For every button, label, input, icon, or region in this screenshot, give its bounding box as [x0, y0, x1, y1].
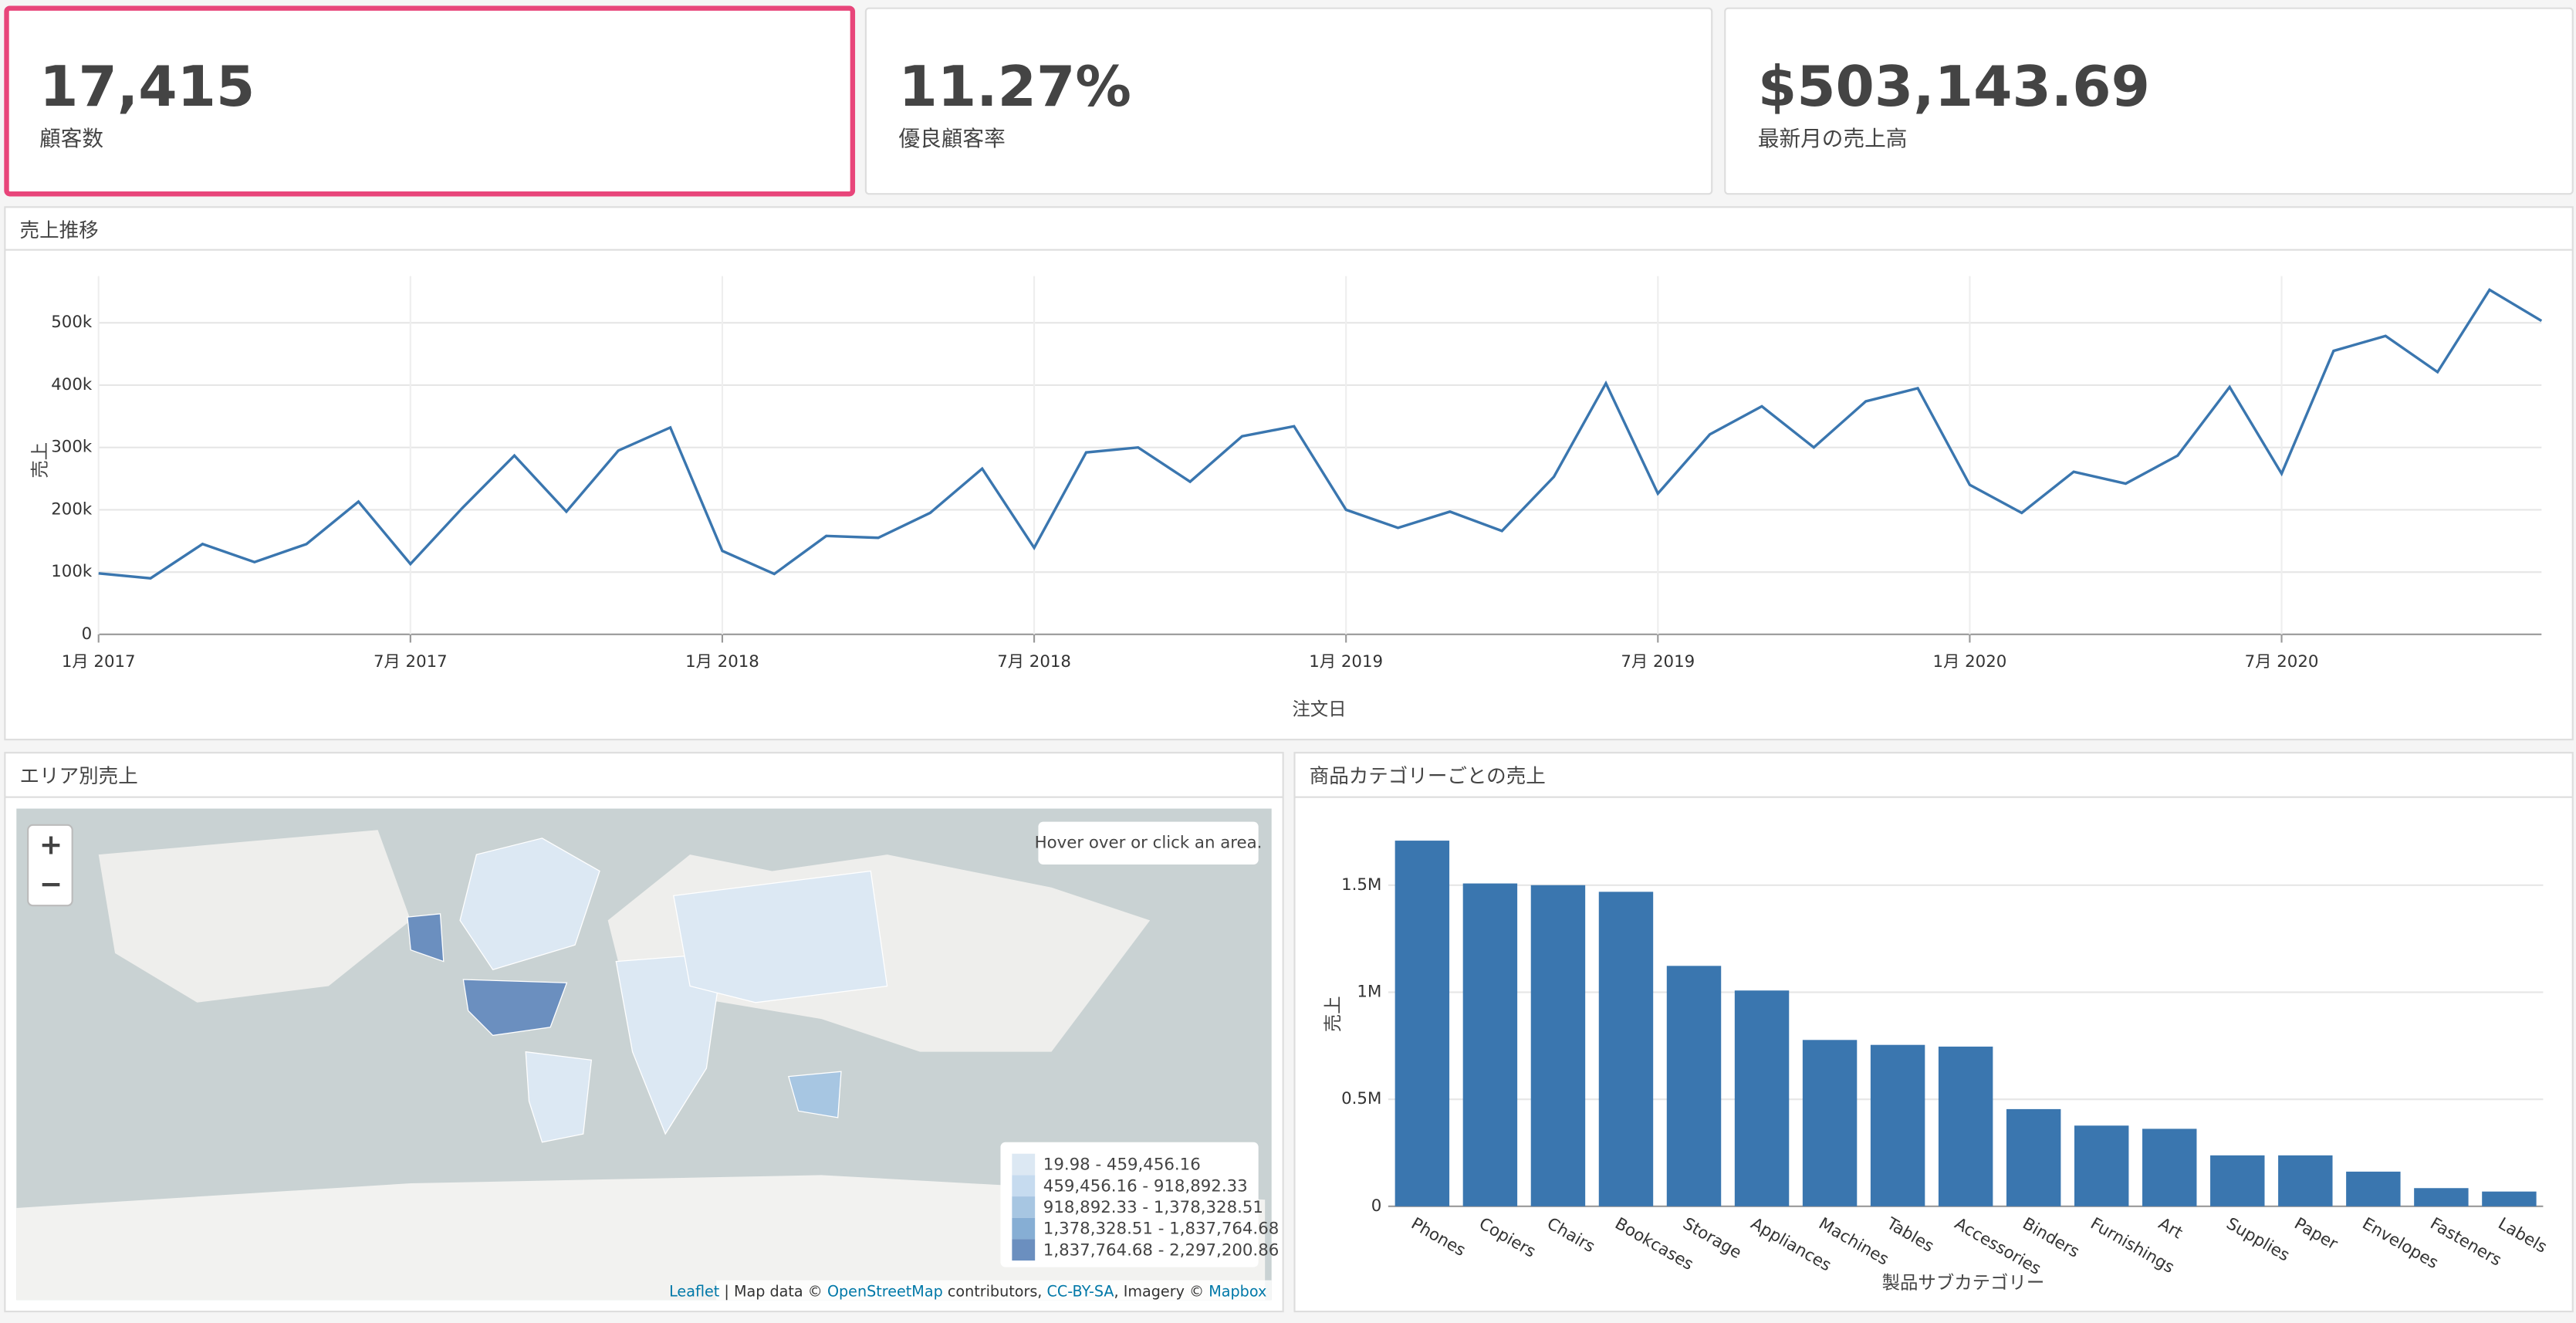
bar — [1734, 990, 1790, 1206]
info-text: Hover over or click an area. — [1035, 833, 1263, 852]
legend-label: 459,456.16 - 918,892.33 — [1043, 1176, 1248, 1196]
country[interactable] — [407, 913, 445, 963]
attribution-text: | Map data © — [719, 1282, 827, 1300]
bar — [1938, 1046, 1993, 1206]
country[interactable] — [525, 1051, 593, 1143]
zoom-in[interactable]: + — [39, 828, 63, 861]
x-tick-label: 7月 2017 — [374, 652, 448, 672]
bar — [2210, 1155, 2265, 1206]
map[interactable] — [16, 808, 1272, 1301]
y-axis-label: 売上 — [29, 442, 51, 479]
y-tick-label: 0.5M — [1341, 1089, 1381, 1108]
x-tick-label: 1月 2018 — [685, 652, 759, 672]
y-tick-label: 300k — [51, 438, 93, 457]
y-tick-label: 100k — [51, 562, 93, 581]
country[interactable] — [788, 1071, 842, 1118]
bar — [2142, 1128, 2197, 1206]
attribution-link[interactable]: CC-BY-SA — [1047, 1282, 1114, 1300]
y-tick-label: 0 — [1371, 1196, 1382, 1216]
kpi-label: 顧客数 — [39, 126, 103, 151]
y-tick-label: 500k — [51, 313, 93, 332]
y-tick-label: 200k — [51, 499, 93, 519]
x-tick-label: 7月 2018 — [997, 652, 1071, 672]
attribution-text: , Imagery © — [1114, 1282, 1209, 1300]
y-axis-label: 売上 — [1322, 996, 1344, 1032]
y-tick-label: 1M — [1357, 982, 1381, 1001]
legend-swatch — [1012, 1196, 1036, 1218]
kpi-value: 17,415 — [39, 55, 255, 120]
bar — [2006, 1108, 2061, 1206]
country[interactable] — [459, 837, 600, 970]
x-tick-label: 7月 2020 — [2245, 652, 2319, 672]
kpi-label: 最新月の売上高 — [1758, 126, 1908, 151]
y-tick-label: 400k — [51, 375, 93, 394]
panel-title: 商品カテゴリーごとの売上 — [1310, 765, 1546, 788]
attribution: Leaflet | Map data © OpenStreetMap contr… — [669, 1282, 1266, 1300]
x-tick-label: 1月 2019 — [1309, 652, 1383, 672]
attribution-link[interactable]: Leaflet — [669, 1282, 720, 1300]
x-tick-label: 1月 2017 — [62, 652, 136, 672]
land — [98, 830, 411, 1003]
y-tick-label: 1.5M — [1341, 875, 1381, 895]
bar — [1530, 885, 1586, 1206]
x-tick-label: 7月 2019 — [1621, 652, 1695, 672]
x-axis-label: 製品サブカテゴリー — [1882, 1271, 2045, 1293]
legend-label: 918,892.33 - 1,378,328.51 — [1043, 1198, 1263, 1217]
panel-title: 売上推移 — [20, 219, 99, 242]
attribution-link[interactable]: OpenStreetMap — [827, 1282, 943, 1300]
attribution-text: contributors, — [943, 1282, 1047, 1300]
x-tick-label: 1月 2020 — [1933, 652, 2007, 672]
kpi-card — [864, 7, 1713, 195]
kpi-value: $503,143.69 — [1758, 55, 2150, 120]
zoom-out[interactable]: − — [39, 868, 63, 901]
bar — [1462, 883, 1518, 1206]
bar — [2346, 1171, 2401, 1206]
sales-line — [98, 288, 2543, 580]
legend-swatch — [1012, 1153, 1036, 1176]
bar — [1598, 892, 1654, 1206]
legend-label: 1,378,328.51 - 1,837,764.68 — [1043, 1220, 1279, 1239]
info-box — [1038, 821, 1259, 865]
bar — [1802, 1040, 1858, 1206]
bar — [2414, 1188, 2469, 1206]
legend-label: 19.98 - 459,456.16 — [1043, 1156, 1201, 1175]
legend-swatch — [1012, 1175, 1036, 1197]
country[interactable] — [673, 870, 888, 1003]
kpi-card — [1724, 7, 2574, 195]
bar — [1870, 1044, 1925, 1206]
legend-label: 1,837,764.68 - 2,297,200.86 — [1043, 1240, 1279, 1260]
kpi-card — [4, 5, 856, 197]
bar — [2278, 1155, 2333, 1206]
bar — [1666, 966, 1722, 1206]
legend-swatch — [1012, 1239, 1036, 1261]
attribution-box — [716, 1280, 1272, 1301]
bar — [2074, 1125, 2129, 1206]
panel-title: エリア別売上 — [20, 765, 138, 788]
bar — [1394, 841, 1450, 1206]
kpi-value: 11.27% — [898, 55, 1131, 120]
zoom-control — [27, 824, 73, 907]
x-axis-label: 注文日 — [1292, 698, 1346, 719]
y-tick-label: 0 — [82, 624, 93, 644]
map-legend — [1000, 1142, 1259, 1267]
land — [16, 1175, 1266, 1301]
bar — [2482, 1191, 2537, 1206]
kpi-label: 優良顧客率 — [898, 126, 1005, 151]
country[interactable] — [462, 979, 568, 1037]
attribution-link[interactable]: Mapbox — [1209, 1282, 1266, 1300]
legend-swatch — [1012, 1217, 1036, 1240]
